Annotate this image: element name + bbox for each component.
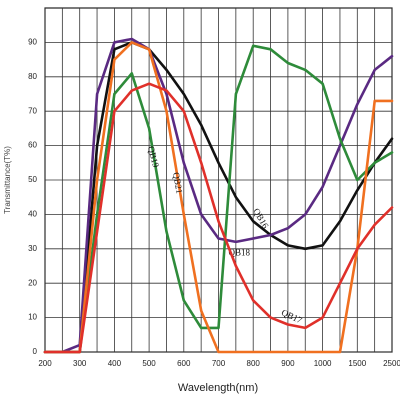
x-tick-label: 1000	[314, 359, 332, 368]
x-tick-label: 1500	[348, 359, 366, 368]
y-tick-label: 0	[33, 347, 38, 356]
y-tick-label: 90	[28, 38, 37, 47]
x-tick-label: 400	[108, 359, 122, 368]
series-line	[43, 44, 394, 354]
series-label: QB18	[229, 247, 251, 257]
y-tick-label: 80	[28, 72, 37, 81]
x-tick-label: 900	[281, 359, 295, 368]
y-tick-label: 20	[28, 278, 37, 287]
x-tick-label: 200	[38, 359, 52, 368]
y-tick-label: 10	[28, 313, 37, 322]
y-tick-label: 60	[28, 141, 37, 150]
series-line	[43, 41, 394, 354]
x-tick-label: 300	[73, 359, 87, 368]
x-tick-label: 600	[177, 359, 191, 368]
x-axis-title: Wavelength(nm)	[178, 382, 258, 394]
y-tick-label: 30	[28, 244, 37, 253]
y-axis-title: Transmittance(T%)	[3, 146, 12, 214]
y-tick-label: 50	[28, 175, 37, 184]
y-tick-label: 40	[28, 210, 37, 219]
series-line	[43, 82, 394, 354]
x-tick-label: 700	[212, 359, 226, 368]
series-label: QB21	[171, 171, 185, 194]
x-tick-label: 800	[247, 359, 261, 368]
x-tick-label: 2500	[383, 359, 400, 368]
series-line	[43, 37, 394, 354]
y-tick-label: 70	[28, 106, 37, 115]
series-line	[43, 41, 394, 354]
x-tick-label: 500	[142, 359, 156, 368]
